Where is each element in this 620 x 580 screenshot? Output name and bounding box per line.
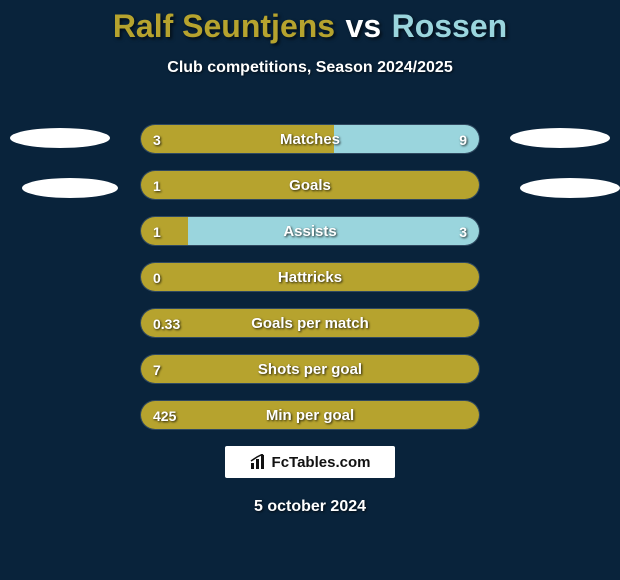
vs-label: vs: [346, 8, 382, 44]
footer-date: 5 october 2024: [0, 498, 620, 516]
stat-bar: 1Goals: [140, 170, 480, 200]
stat-label: Min per goal: [141, 401, 479, 430]
stat-label: Assists: [141, 217, 479, 246]
player-right-silhouette-body: [520, 178, 620, 198]
stat-bar: 39Matches: [140, 124, 480, 154]
player-right-silhouette-head: [510, 128, 610, 148]
player-left-silhouette-head: [10, 128, 110, 148]
player-right-name: Rossen: [392, 8, 508, 44]
subtitle: Club competitions, Season 2024/2025: [0, 59, 620, 77]
stat-label: Shots per goal: [141, 355, 479, 384]
stats-bars: 39Matches 1Goals 13Assists 0Hattricks 0.33Go…: [140, 124, 480, 446]
stat-label: Goals per match: [141, 309, 479, 338]
page-title: Ralf Seuntjens vs Rossen: [0, 0, 620, 45]
chart-icon: [250, 454, 268, 470]
stat-label: Hattricks: [141, 263, 479, 292]
stat-bar: 7Shots per goal: [140, 354, 480, 384]
stat-label: Matches: [141, 125, 479, 154]
stat-bar: 0Hattricks: [140, 262, 480, 292]
footer-logo-text: FcTables.com: [272, 454, 371, 471]
comparison-card: { "title": { "left_name": "Ralf Seuntjen…: [0, 0, 620, 580]
footer-logo: FcTables.com: [225, 446, 395, 478]
stat-bar: 13Assists: [140, 216, 480, 246]
stat-bar: 425Min per goal: [140, 400, 480, 430]
stat-bar: 0.33Goals per match: [140, 308, 480, 338]
player-left-name: Ralf Seuntjens: [113, 8, 335, 44]
stat-label: Goals: [141, 171, 479, 200]
player-left-silhouette-body: [22, 178, 118, 198]
